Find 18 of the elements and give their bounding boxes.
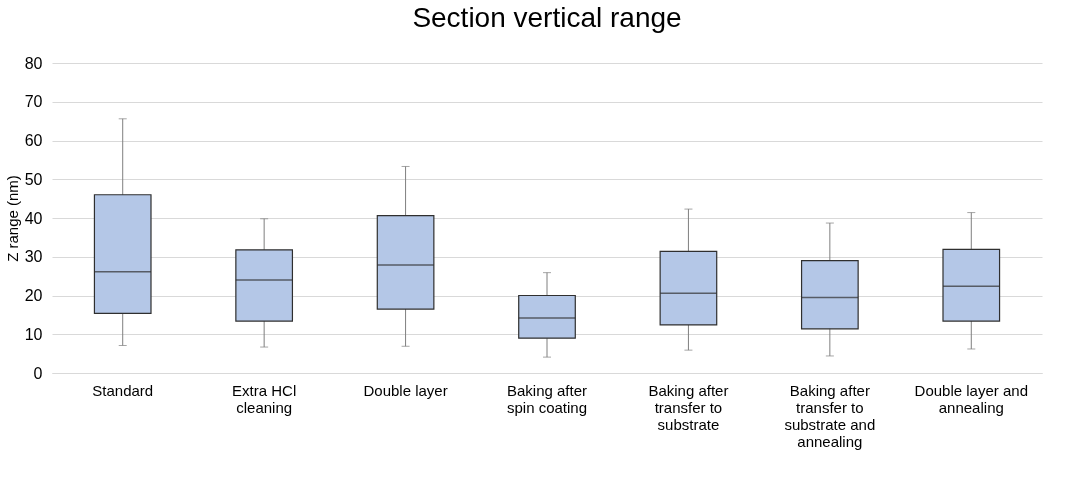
y-tick-label: 60 xyxy=(24,132,43,149)
y-tick-label: 10 xyxy=(24,325,43,343)
x-tick-label: Baking after transfer to substrate xyxy=(648,381,729,433)
y-tick-label: 80 xyxy=(24,54,43,72)
chart-title: Section vertical range xyxy=(412,2,682,33)
x-tick-label: Extra HCl cleaning xyxy=(232,381,297,416)
x-tick-label: Standard xyxy=(92,381,154,399)
x-tick-label: Double layer xyxy=(363,381,448,399)
x-tick-label: Baking after spin coating xyxy=(506,381,588,416)
y-tick-label: 40 xyxy=(24,209,43,227)
y-axis-title: Z range (nm) xyxy=(3,175,21,262)
y-tick-label: 70 xyxy=(24,93,43,111)
y-tick-label: 50 xyxy=(24,170,43,188)
y-tick-label: 0 xyxy=(33,364,43,382)
y-tick-label: 20 xyxy=(24,287,43,304)
x-tick-label: Double layer and annealing xyxy=(914,381,1028,416)
x-tick-label: Baking after transfer to substrate and annealing xyxy=(784,381,876,450)
y-tick-label: 30 xyxy=(24,248,43,266)
